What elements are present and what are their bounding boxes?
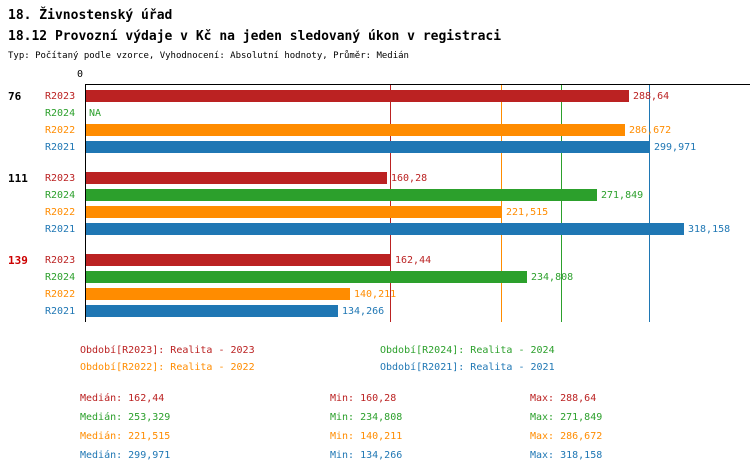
bar-R2021 [86, 223, 684, 235]
stat-min-R2021: Min: 134,266 [330, 450, 403, 461]
stat-median-R2023: Medián: 162,44 [80, 393, 165, 404]
stat-median-R2022: Medián: 221,515 [80, 431, 171, 442]
group-label: 139 [8, 254, 28, 267]
axis-top-line [85, 84, 750, 85]
bar-value-label: 299,971 [654, 142, 697, 153]
series-label-R2023: R2023 [45, 173, 76, 184]
series-label-R2021: R2021 [45, 142, 76, 153]
bar-chart: 0 76 R2023 288,64 R2024 NA R2022 286,672 R2021 29… [0, 68, 750, 322]
stat-max-R2021: Max: 318,158 [530, 450, 603, 461]
stat-max-R2023: Max: 288,64 [530, 393, 597, 404]
report-meta: Typ: Počítaný podle vzorce, Vyhodnocení:… [8, 51, 409, 61]
group-label: 76 [8, 90, 22, 103]
axis-zero-label: 0 [76, 69, 83, 80]
median-line-R2021 [649, 85, 650, 322]
bar-value-label: 234,808 [531, 272, 574, 283]
bar-R2022 [86, 206, 502, 218]
bar-R2022 [86, 288, 350, 300]
bar-value-label: 162,44 [395, 255, 432, 266]
bar-R2023 [86, 254, 391, 266]
stat-max-R2024: Max: 271,849 [530, 412, 603, 423]
series-label-R2021: R2021 [45, 306, 76, 317]
series-label-R2023: R2023 [45, 91, 76, 102]
bar-value-label: 140,211 [354, 289, 397, 300]
bar-value-label: 288,64 [633, 91, 670, 102]
chart-legend: Období[R2023]: Realita - 2023 Období[R202… [80, 344, 750, 374]
axis-zero-line [85, 84, 86, 322]
bar-R2023 [86, 90, 629, 102]
bar-value-label: 160,28 [391, 173, 428, 184]
legend-item-R2021: Období[R2021]: Realita - 2021 [380, 362, 555, 373]
series-label-R2024: R2024 [45, 108, 76, 119]
median-line-R2022 [501, 85, 502, 322]
bar-value-label: 221,515 [506, 207, 549, 218]
stat-min-R2024: Min: 234,808 [330, 412, 403, 423]
stat-max-R2022: Max: 286,672 [530, 431, 603, 442]
legend-item-R2024: Období[R2024]: Realita - 2024 [380, 345, 555, 356]
series-label-R2024: R2024 [45, 190, 76, 201]
stat-min-R2022: Min: 140,211 [330, 431, 403, 442]
legend-item-R2022: Období[R2022]: Realita - 2022 [80, 362, 255, 373]
bar-R2022 [86, 124, 625, 136]
bar-value-label: 286,672 [629, 125, 672, 136]
stat-min-R2023: Min: 160,28 [330, 393, 397, 404]
stat-median-R2021: Medián: 299,971 [80, 450, 171, 461]
bar-R2023 [86, 172, 387, 184]
bar-value-label: 134,266 [342, 306, 385, 317]
series-label-R2022: R2022 [45, 125, 76, 136]
series-label-R2023: R2023 [45, 255, 76, 266]
series-label-R2021: R2021 [45, 224, 76, 235]
bar-value-label: 271,849 [601, 190, 644, 201]
report-page: 18. Živnostenský úřad 18.12 Provozní výd… [0, 8, 750, 462]
bar-R2021 [86, 305, 338, 317]
bar-value-label: NA [89, 108, 102, 119]
chart-stats: Medián: 162,44 Min: 160,28 Max: 288,64 Medi… [80, 392, 750, 462]
series-label-R2022: R2022 [45, 207, 76, 218]
report-title: 18. Živnostenský úřad [8, 8, 173, 23]
stat-median-R2024: Medián: 253,329 [80, 412, 171, 423]
group-label: 111 [8, 172, 28, 185]
bar-R2021 [86, 141, 650, 153]
report-subtitle: 18.12 Provozní výdaje v Kč na jeden sled… [8, 29, 502, 44]
median-line-R2024 [561, 85, 562, 322]
bar-R2024 [86, 189, 597, 201]
series-label-R2022: R2022 [45, 289, 76, 300]
median-line-R2023 [390, 85, 391, 322]
bar-R2024 [86, 271, 527, 283]
series-label-R2024: R2024 [45, 272, 76, 283]
bar-value-label: 318,158 [688, 224, 731, 235]
legend-item-R2023: Období[R2023]: Realita - 2023 [80, 345, 255, 356]
